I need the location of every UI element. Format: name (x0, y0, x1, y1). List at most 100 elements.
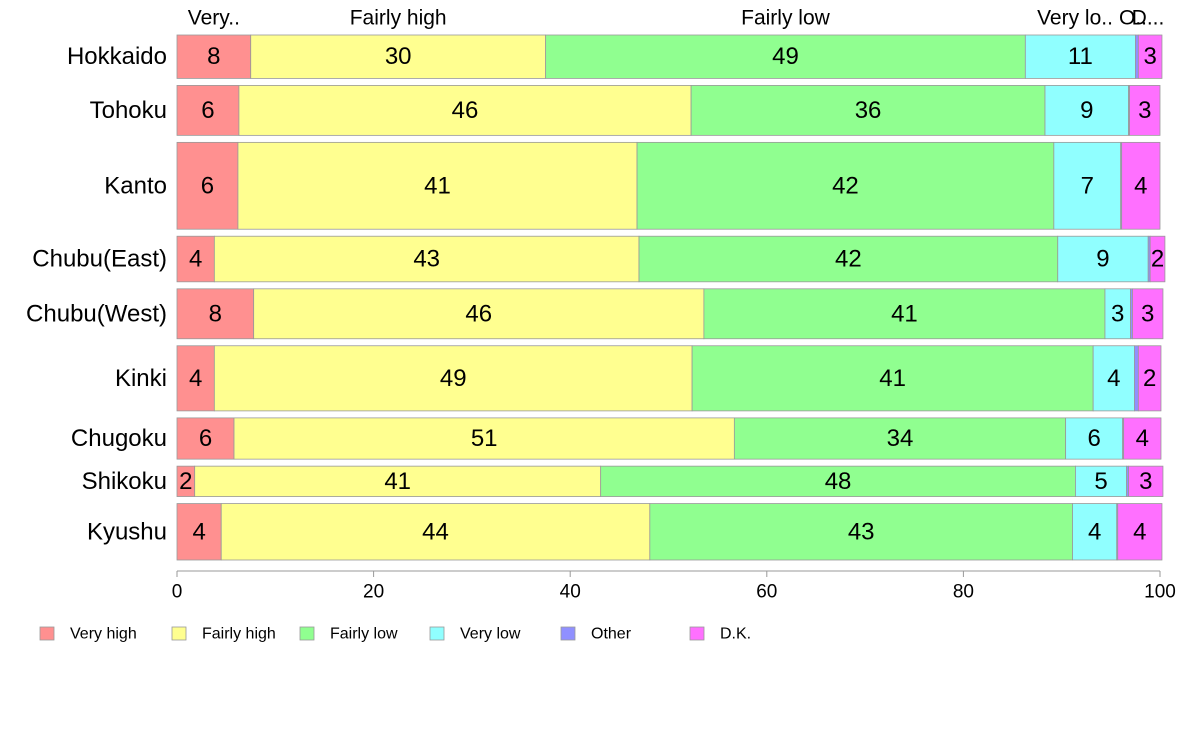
data-label: 3 (1143, 43, 1156, 70)
data-label: 41 (891, 300, 918, 327)
bar-segment (176, 503, 222, 561)
bar-segment (636, 141, 1055, 230)
data-label: 2 (1151, 246, 1164, 273)
x-tick-label: 20 (363, 582, 384, 603)
data-label: 48 (825, 468, 852, 495)
category-label: Chubu(West) (26, 300, 167, 327)
bar-segment (213, 345, 693, 412)
data-label: 11 (1068, 43, 1093, 70)
category-label: Kyushu (87, 518, 167, 545)
data-label: 43 (848, 518, 875, 545)
bar-segment (1065, 417, 1124, 460)
bar-segment (600, 465, 1076, 497)
bar-segment (1132, 288, 1164, 340)
bar-segment (1135, 34, 1139, 79)
data-label: 30 (385, 43, 412, 70)
bar-segment (1123, 417, 1162, 460)
bar-segment (1149, 235, 1166, 283)
bar-segment (1092, 345, 1135, 412)
bar-segment (1121, 141, 1161, 230)
bar-segment (1134, 345, 1139, 412)
data-label: 3 (1141, 300, 1154, 327)
bar-segment (1129, 85, 1161, 136)
bar-segment (213, 235, 640, 283)
legend-label: Very low (460, 626, 521, 643)
data-label: 51 (471, 425, 498, 452)
category-label: Tohoku (90, 97, 167, 124)
data-label: 41 (384, 468, 411, 495)
legend-swatch (299, 626, 315, 641)
data-label: 2 (1143, 365, 1156, 392)
data-label: 4 (1088, 518, 1101, 545)
bar-segment (733, 417, 1067, 460)
data-label: 49 (440, 365, 467, 392)
data-label: 6 (199, 425, 212, 452)
data-label: 46 (452, 97, 479, 124)
top-category-label: Fairly low (741, 7, 831, 30)
bar-segment (176, 235, 215, 283)
bar-segment (176, 288, 255, 340)
x-tick-label: 40 (560, 582, 581, 603)
x-tick-label: 0 (172, 582, 183, 603)
legend-label: Fairly low (330, 626, 398, 643)
bar-segment (194, 465, 602, 497)
bar-segment (1104, 288, 1131, 340)
bar-segment (1044, 85, 1129, 136)
bar-segment (691, 345, 1094, 412)
legend-swatch (429, 626, 445, 641)
data-label: 42 (835, 246, 862, 273)
data-label: 49 (772, 43, 799, 70)
data-label: 2 (179, 468, 192, 495)
x-tick-label: 60 (756, 582, 777, 603)
bar-segment (1137, 34, 1163, 79)
bar-segment (1117, 503, 1163, 561)
data-label: 44 (422, 518, 449, 545)
legend-swatch (689, 626, 705, 641)
top-category-label: Very lo.. (1037, 7, 1113, 30)
bar-segment (176, 141, 239, 230)
legend-label: Fairly high (202, 626, 276, 643)
data-label: 43 (413, 246, 440, 273)
data-label: 4 (192, 518, 205, 545)
data-label: 7 (1081, 172, 1094, 199)
bar-segment (233, 417, 735, 460)
data-label: 4 (189, 246, 202, 273)
data-label: 41 (424, 172, 451, 199)
bar-segment (649, 503, 1073, 561)
bar-segment (1072, 503, 1118, 561)
category-label: Shikoku (82, 468, 167, 495)
bar-segment (545, 34, 1026, 79)
x-tick-label: 80 (953, 582, 974, 603)
bar-segment (176, 34, 252, 79)
bar-segment (1137, 345, 1162, 412)
data-label: 41 (879, 365, 906, 392)
bar-segment (253, 288, 705, 340)
data-label: 8 (207, 43, 220, 70)
data-label: 4 (1107, 365, 1120, 392)
bar-segment (176, 345, 215, 412)
legend-swatch (39, 626, 55, 641)
category-label: Hokkaido (67, 43, 167, 70)
data-label: 4 (1136, 425, 1149, 452)
bar-segment (703, 288, 1106, 340)
data-label: 3 (1139, 468, 1152, 495)
bar-segment (250, 34, 547, 79)
legend-label: Very high (70, 626, 137, 643)
top-category-label: Very.. (188, 7, 240, 30)
data-label: 6 (1087, 425, 1100, 452)
data-label: 36 (855, 97, 882, 124)
bar-segment (1075, 465, 1127, 497)
bar-segment (237, 141, 638, 230)
data-label: 9 (1096, 246, 1109, 273)
category-label: Chubu(East) (32, 246, 167, 273)
legend-label: D.K. (720, 626, 751, 643)
legend-swatch (171, 626, 187, 641)
legend-label: Other (591, 626, 632, 643)
bar-segment (220, 503, 651, 561)
data-label: 5 (1094, 468, 1107, 495)
bar-segment (690, 85, 1046, 136)
data-label: 4 (189, 365, 202, 392)
data-label: 9 (1080, 97, 1093, 124)
data-label: 3 (1111, 300, 1124, 327)
